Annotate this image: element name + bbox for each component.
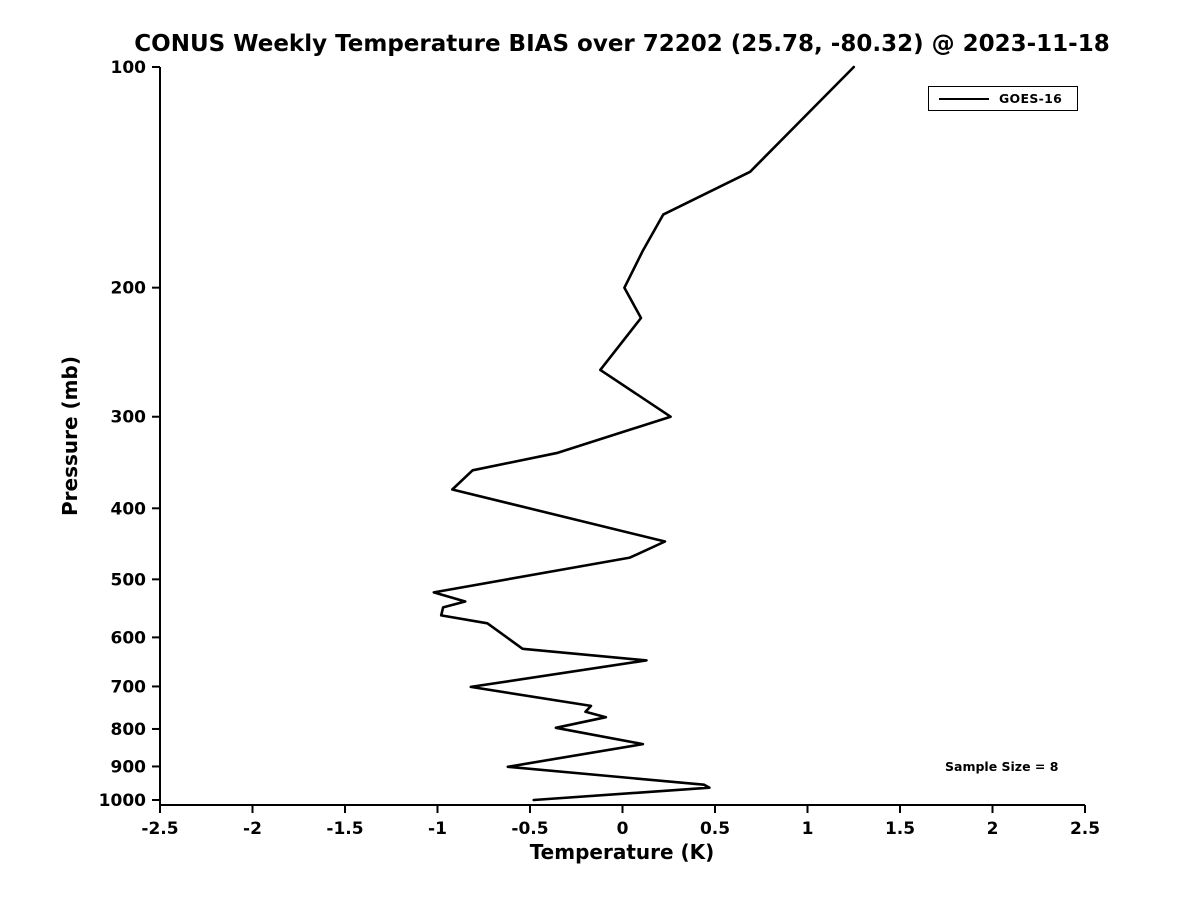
sample-size-annotation: Sample Size = 8 xyxy=(945,759,1059,774)
y-tick-label: 1000 xyxy=(99,791,146,811)
x-tick-label: -1 xyxy=(428,819,447,839)
y-tick-label: 600 xyxy=(111,628,147,648)
x-tick-label: -1.5 xyxy=(326,819,363,839)
y-tick-label: 500 xyxy=(111,570,147,590)
y-tick-label: 800 xyxy=(111,720,147,740)
chart-title: CONUS Weekly Temperature BIAS over 72202… xyxy=(134,31,1110,57)
y-tick-label: 200 xyxy=(111,279,147,299)
y-tick-label: 300 xyxy=(111,408,147,428)
x-tick-label: 1.5 xyxy=(885,819,915,839)
legend: GOES-16 xyxy=(928,86,1078,111)
x-tick-label: 2.5 xyxy=(1070,819,1100,839)
x-axis-label: Temperature (K) xyxy=(529,840,715,864)
x-tick-label: 0 xyxy=(617,819,629,839)
y-tick-label: 900 xyxy=(111,757,147,777)
y-tick-label: 400 xyxy=(111,499,147,519)
x-tick-label: 0.5 xyxy=(700,819,730,839)
x-tick-label: -2 xyxy=(243,819,262,839)
y-tick-label: 100 xyxy=(111,58,147,78)
legend-line-icon xyxy=(939,97,989,100)
x-tick-label: -2.5 xyxy=(141,819,178,839)
y-tick-label: 700 xyxy=(111,677,147,697)
x-tick-label: 1 xyxy=(802,819,814,839)
x-tick-label: -0.5 xyxy=(511,819,548,839)
legend-label: GOES-16 xyxy=(999,91,1063,106)
x-tick-label: 2 xyxy=(987,819,999,839)
bias-profile-line xyxy=(432,65,856,802)
